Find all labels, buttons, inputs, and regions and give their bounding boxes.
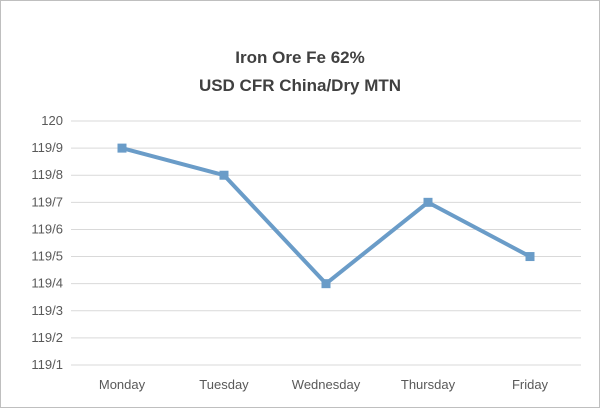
y-tick-label: 119/6 (31, 221, 63, 236)
y-tick-label: 119/1 (31, 357, 63, 372)
y-tick-label: 119/9 (31, 140, 63, 155)
data-point-marker (219, 170, 229, 180)
data-point-marker (423, 197, 433, 207)
series-line (120, 146, 532, 286)
y-tick-label: 119/5 (31, 249, 63, 264)
chart-title-line-1: Iron Ore Fe 62% (235, 48, 364, 67)
data-point-marker (525, 252, 535, 262)
x-tick-label: Tuesday (199, 377, 249, 392)
y-tick-label: 119/7 (31, 194, 63, 209)
x-tick-label: Thursday (401, 377, 456, 392)
y-tick-label: 119/8 (31, 167, 63, 182)
x-axis-ticks: Monday Tuesday Wednesday Thursday Friday (99, 377, 549, 392)
chart-title-line-2: USD CFR China/Dry MTN (199, 76, 401, 95)
x-tick-label: Friday (512, 377, 549, 392)
x-tick-label: Monday (99, 377, 146, 392)
data-point-marker (321, 279, 331, 289)
gridlines (71, 120, 581, 366)
data-point-marker (117, 143, 127, 153)
x-tick-label: Wednesday (292, 377, 361, 392)
y-tick-label: 119/3 (31, 303, 63, 318)
y-tick-label: 119/4 (31, 276, 63, 291)
y-tick-label: 120 (41, 113, 63, 128)
y-axis-ticks: 119/1 119/2 119/3 119/4 119/5 119/6 119/7 119/8… (31, 113, 63, 372)
series-layer (117, 143, 535, 289)
y-tick-label: 119/2 (31, 330, 63, 345)
